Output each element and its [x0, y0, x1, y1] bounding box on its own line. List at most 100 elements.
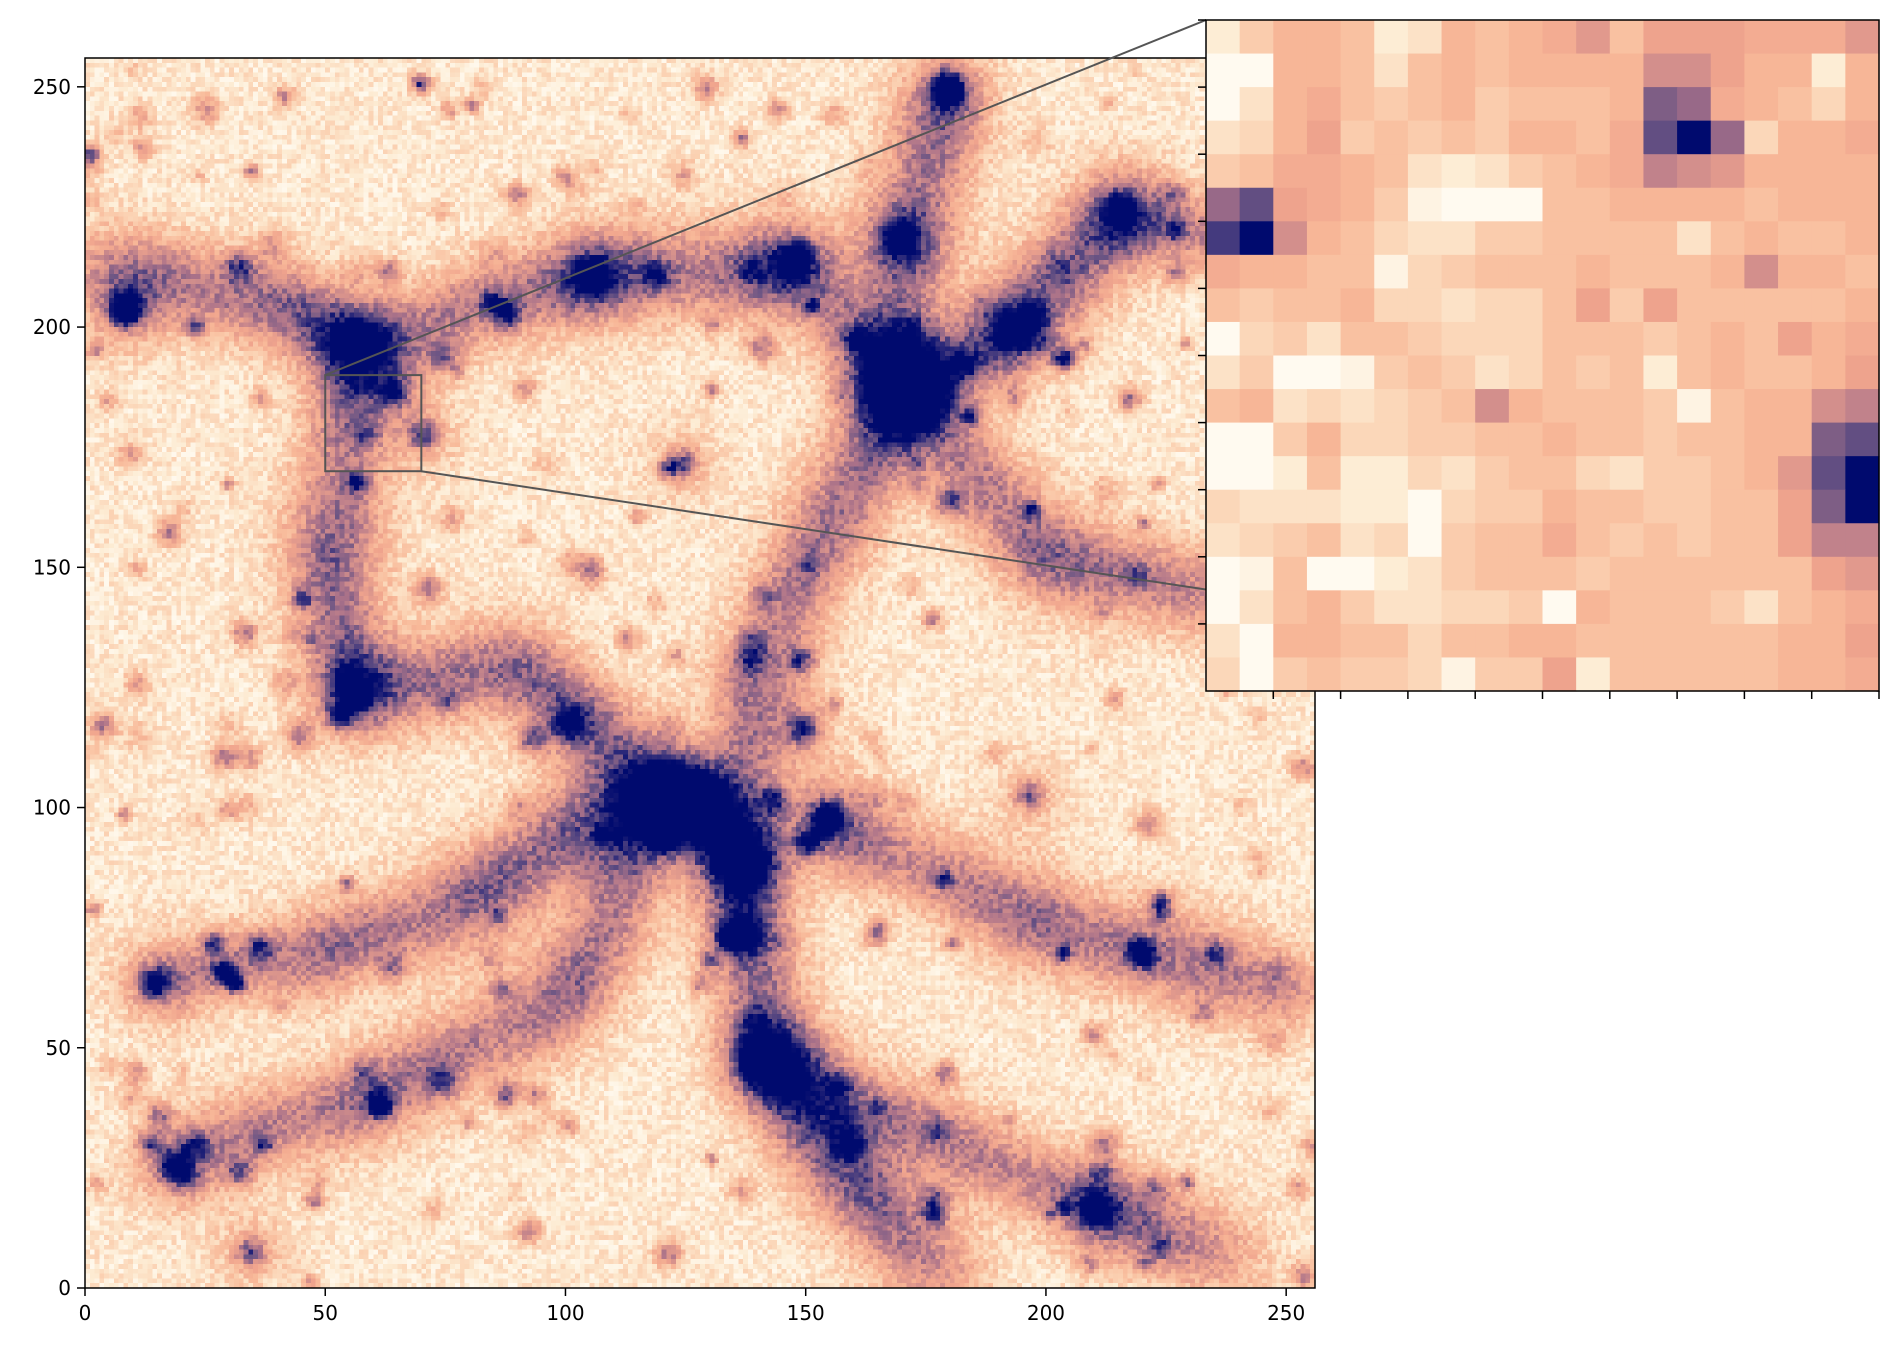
inset-cell	[1239, 523, 1274, 558]
inset-cell	[1744, 489, 1779, 524]
inset-cell	[1306, 254, 1342, 289]
inset-cell	[1677, 422, 1712, 457]
zoom-connector-top	[324, 19, 1207, 377]
inset-cell	[1206, 254, 1241, 289]
inset-cell	[1239, 355, 1274, 390]
inset-cell	[1811, 87, 1846, 122]
inset-cell	[1710, 456, 1745, 491]
inset-cell	[1306, 389, 1342, 424]
inset-cell	[1811, 321, 1846, 357]
inset-cell	[1239, 20, 1274, 55]
inset-cell	[1677, 20, 1712, 55]
inset-cell	[1340, 556, 1375, 591]
inset-cell	[1542, 456, 1577, 491]
inset-cell	[1643, 120, 1678, 155]
inset-cell	[1778, 355, 1813, 390]
inset-cell	[1508, 120, 1544, 155]
inset-cell	[1206, 422, 1241, 457]
inset-cell	[1273, 187, 1308, 222]
inset-cell	[1239, 187, 1274, 222]
inset-cell	[1407, 355, 1443, 390]
inset-cell	[1542, 489, 1577, 524]
inset-cell	[1441, 187, 1476, 222]
inset-cell	[1744, 221, 1779, 256]
inset-cell	[1441, 254, 1476, 289]
inset-cell	[1609, 389, 1645, 424]
zoom-inset	[1198, 19, 1880, 699]
inset-cell	[1778, 389, 1813, 424]
inset-cell	[1340, 288, 1375, 323]
inset-cell	[1441, 120, 1476, 155]
inset-cell	[1811, 288, 1846, 323]
inset-cell	[1206, 288, 1241, 323]
inset-cell	[1306, 187, 1342, 222]
inset-cell	[1374, 422, 1409, 457]
inset-cell	[1643, 187, 1678, 222]
inset-cell	[1475, 623, 1510, 659]
inset-cell	[1306, 120, 1342, 155]
inset-cell	[1273, 389, 1308, 424]
inset-cell	[1407, 87, 1443, 122]
inset-cell	[1710, 590, 1745, 625]
inset-cell	[1643, 53, 1678, 88]
inset-cell	[1643, 389, 1678, 424]
inset-cell	[1475, 120, 1510, 155]
inset-cell	[1340, 187, 1375, 222]
inset-cell	[1206, 456, 1241, 491]
inset-cell	[1811, 422, 1846, 457]
inset-cell	[1273, 623, 1308, 659]
inset-cell	[1306, 657, 1342, 692]
inset-cell	[1778, 87, 1813, 122]
main-y-tick-label: 100	[33, 796, 71, 820]
inset-cell	[1206, 489, 1241, 524]
inset-cell	[1475, 489, 1510, 524]
inset-cell	[1744, 120, 1779, 155]
inset-cell	[1576, 523, 1611, 558]
inset-cell	[1374, 288, 1409, 323]
inset-cell	[1273, 556, 1308, 591]
inset-cell	[1576, 87, 1611, 122]
inset-cell	[1407, 456, 1443, 491]
inset-cell	[1239, 87, 1274, 122]
inset-cell	[1778, 556, 1813, 591]
inset-cell	[1811, 120, 1846, 155]
inset-cell	[1609, 355, 1645, 390]
main-panel: 0 50 100 150 200 250 0 50 100 150 200 250	[33, 57, 1316, 1325]
main-x-tick-label: 150	[787, 1301, 825, 1325]
inset-cell	[1811, 355, 1846, 390]
inset-cell	[1744, 422, 1779, 457]
main-y-tick-label: 150	[33, 555, 71, 579]
inset-cell	[1306, 288, 1342, 323]
inset-cell	[1508, 590, 1544, 625]
inset-cell	[1576, 657, 1611, 692]
inset-cell	[1374, 590, 1409, 625]
inset-cell	[1744, 254, 1779, 289]
inset-cell	[1744, 53, 1779, 88]
inset-cell	[1273, 523, 1308, 558]
inset-cell	[1441, 556, 1476, 591]
inset-cell	[1374, 523, 1409, 558]
inset-cell	[1576, 422, 1611, 457]
inset-cell	[1239, 288, 1274, 323]
inset-cell	[1609, 187, 1645, 222]
inset-cell	[1609, 456, 1645, 491]
inset-cell	[1744, 456, 1779, 491]
inset-cell	[1710, 87, 1745, 122]
inset-cell	[1407, 321, 1443, 357]
inset-cell	[1778, 254, 1813, 289]
inset-cell	[1306, 87, 1342, 122]
inset-cell	[1475, 187, 1510, 222]
inset-cell	[1340, 154, 1375, 189]
inset-cell	[1441, 657, 1476, 692]
inset-cell	[1643, 321, 1678, 357]
inset-cell	[1643, 221, 1678, 256]
inset-cell	[1475, 20, 1510, 55]
inset-cell	[1306, 523, 1342, 558]
inset-cell	[1778, 321, 1813, 357]
main-x-tick-label: 250	[1267, 1301, 1305, 1325]
inset-cell	[1710, 53, 1745, 88]
inset-cell	[1576, 20, 1611, 55]
inset-cell	[1778, 288, 1813, 323]
inset-cell	[1677, 556, 1712, 591]
